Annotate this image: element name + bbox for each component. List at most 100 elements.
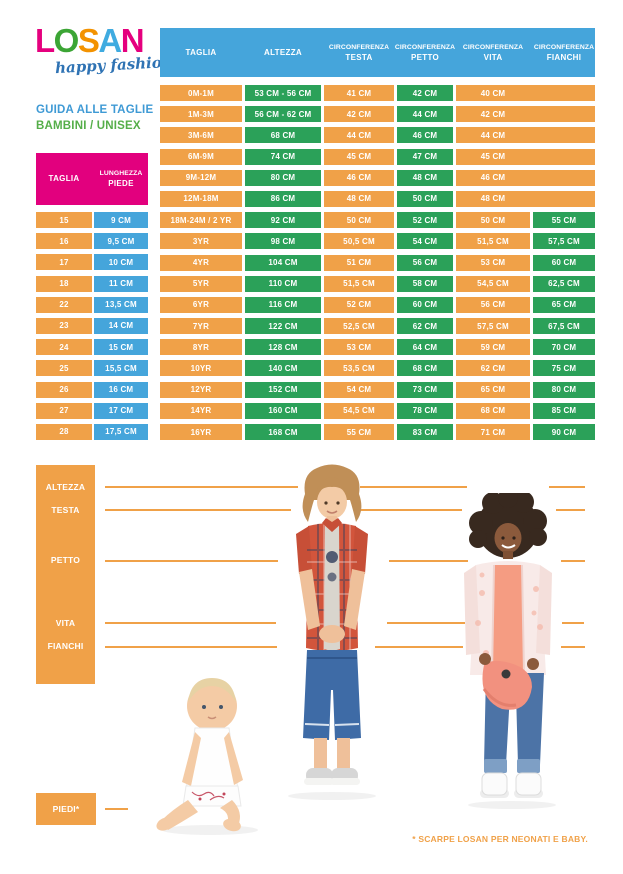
size-cell: 62 CM	[397, 318, 453, 335]
size-cell: 62,5 CM	[533, 275, 595, 292]
size-row: 8YR 128 CM 53 CM 64 CM 59 CM 70 CM	[160, 339, 595, 356]
size-cell: 18M-24M / 2 YR	[160, 212, 242, 229]
size-cell: 46 CM	[397, 127, 453, 144]
shoe-row: 22 13,5 CM	[36, 296, 148, 313]
girl-photo	[464, 493, 556, 809]
altezza-line	[105, 486, 298, 488]
petto-line	[105, 560, 278, 562]
size-cell: 90 CM	[533, 424, 595, 440]
size-cell: 50,5 CM	[324, 233, 394, 250]
size-cell: 168 CM	[245, 424, 321, 440]
shoe-cell: 26	[36, 381, 92, 398]
shoe-table-column-header: TAGLIA	[36, 153, 92, 205]
shoe-cell: 28	[36, 423, 92, 440]
size-cell: 56 CM - 62 CM	[245, 106, 321, 123]
fianchi-line	[375, 646, 463, 648]
size-cell: 44 CM	[456, 127, 595, 144]
size-cell: 14YR	[160, 402, 242, 419]
size-cell: 3YR	[160, 233, 242, 250]
size-cell: 51,5 CM	[456, 233, 530, 250]
size-table-header-label: TESTA	[345, 52, 373, 62]
shoe-row: 15 9 CM	[36, 212, 148, 228]
size-cell: 54,5 CM	[324, 402, 394, 419]
size-cell: 53 CM	[456, 254, 530, 271]
baby-photo	[156, 678, 258, 835]
shoe-cell: 11 CM	[94, 275, 148, 292]
size-cell-value: 44 CM	[480, 130, 506, 140]
size-cell: 46 CM	[324, 169, 394, 186]
size-cell: 53,5 CM	[324, 360, 394, 377]
size-cell: 9M-12M	[160, 169, 242, 186]
size-cell: 7YR	[160, 318, 242, 335]
size-cell: 73 CM	[397, 381, 453, 398]
size-cell: 16YR	[160, 424, 242, 440]
vita-line	[387, 622, 465, 624]
size-cell: 57,5 CM	[456, 318, 530, 335]
petto-line	[389, 560, 468, 562]
size-cell: 54 CM	[324, 381, 394, 398]
size-cell: 60 CM	[533, 254, 595, 271]
size-cell: 54,5 CM	[456, 275, 530, 292]
size-cell: 51 CM	[324, 254, 394, 271]
size-table: 0M-1M 53 CM - 56 CM 41 CM 42 CM 40 CM 1M-3M 56…	[160, 85, 595, 445]
size-cell: 55 CM	[324, 424, 394, 440]
size-cell: 92 CM	[245, 212, 321, 229]
shoe-cell: 16 CM	[94, 381, 148, 398]
size-cell: 50 CM	[324, 212, 394, 229]
logo-letter: N	[120, 22, 145, 59]
size-cell: 70 CM	[533, 339, 595, 356]
size-table-header-small: CIRCONFERENZA	[533, 43, 595, 51]
size-cell: 110 CM	[245, 275, 321, 292]
size-cell: 74 CM	[245, 148, 321, 165]
size-cell: 68 CM	[397, 360, 453, 377]
size-cell: 52,5 CM	[324, 318, 394, 335]
size-cell: 68 CM	[245, 127, 321, 144]
size-table-header-small: CIRCONFERENZA	[394, 43, 456, 51]
size-table-column-header: CIRCONFERENZA VITA	[456, 28, 530, 77]
size-row: 6M-9M 74 CM 45 CM 47 CM 45 CM	[160, 148, 595, 165]
size-table-column-header: TAGLIA	[160, 28, 242, 77]
size-cell: 48 CM	[397, 169, 453, 186]
size-cell: 85 CM	[533, 402, 595, 419]
size-cell: 56 CM	[397, 254, 453, 271]
size-cell: 71 CM	[456, 424, 530, 440]
size-table-header-label: TAGLIA	[185, 47, 217, 57]
size-cell-value: 45 CM	[480, 152, 506, 162]
measure-label-testa: TESTA	[51, 505, 80, 515]
size-cell: 45 CM	[324, 148, 394, 165]
fianchi-line	[105, 646, 277, 648]
size-row: 4YR 104 CM 51 CM 56 CM 53 CM 60 CM	[160, 254, 595, 271]
shoe-row: 17 10 CM	[36, 254, 148, 271]
shoe-cell: 25	[36, 360, 92, 377]
size-cell: 42 CM	[397, 85, 453, 101]
size-table-header-label: VITA	[483, 52, 503, 62]
size-cell: 12YR	[160, 381, 242, 398]
size-cell: 40 CM	[456, 85, 595, 101]
size-cell: 6YR	[160, 296, 242, 313]
shoe-cell: 27	[36, 402, 92, 419]
size-cell: 42 CM	[456, 106, 595, 123]
size-cell: 45 CM	[456, 148, 595, 165]
size-cell: 80 CM	[533, 381, 595, 398]
shoe-cell: 17 CM	[94, 402, 148, 419]
shoe-row: 16 9,5 CM	[36, 233, 148, 250]
shoe-cell: 24	[36, 339, 92, 356]
size-table-header-label: ALTEZZA	[264, 47, 302, 57]
size-cell: 46 CM	[456, 169, 595, 186]
piedi-line	[105, 808, 128, 810]
size-cell: 67,5 CM	[533, 318, 595, 335]
vita-line	[562, 622, 584, 624]
size-cell: 48 CM	[456, 190, 595, 207]
altezza-line	[360, 486, 467, 488]
size-row: 6YR 116 CM 52 CM 60 CM 56 CM 65 CM	[160, 296, 595, 313]
size-cell: 59 CM	[456, 339, 530, 356]
size-row: 5YR 110 CM 51,5 CM 58 CM 54,5 CM 62,5 CM	[160, 275, 595, 292]
size-cell: 8YR	[160, 339, 242, 356]
shoe-row: 26 16 CM	[36, 381, 148, 398]
shoe-row: 28 17,5 CM	[36, 423, 148, 440]
shoe-table-header: TAGLIA LUNGHEZZA PIEDE	[36, 153, 148, 205]
size-row: 10YR 140 CM 53,5 CM 68 CM 62 CM 75 CM	[160, 360, 595, 377]
altezza-line	[549, 486, 585, 488]
size-cell: 42 CM	[324, 106, 394, 123]
